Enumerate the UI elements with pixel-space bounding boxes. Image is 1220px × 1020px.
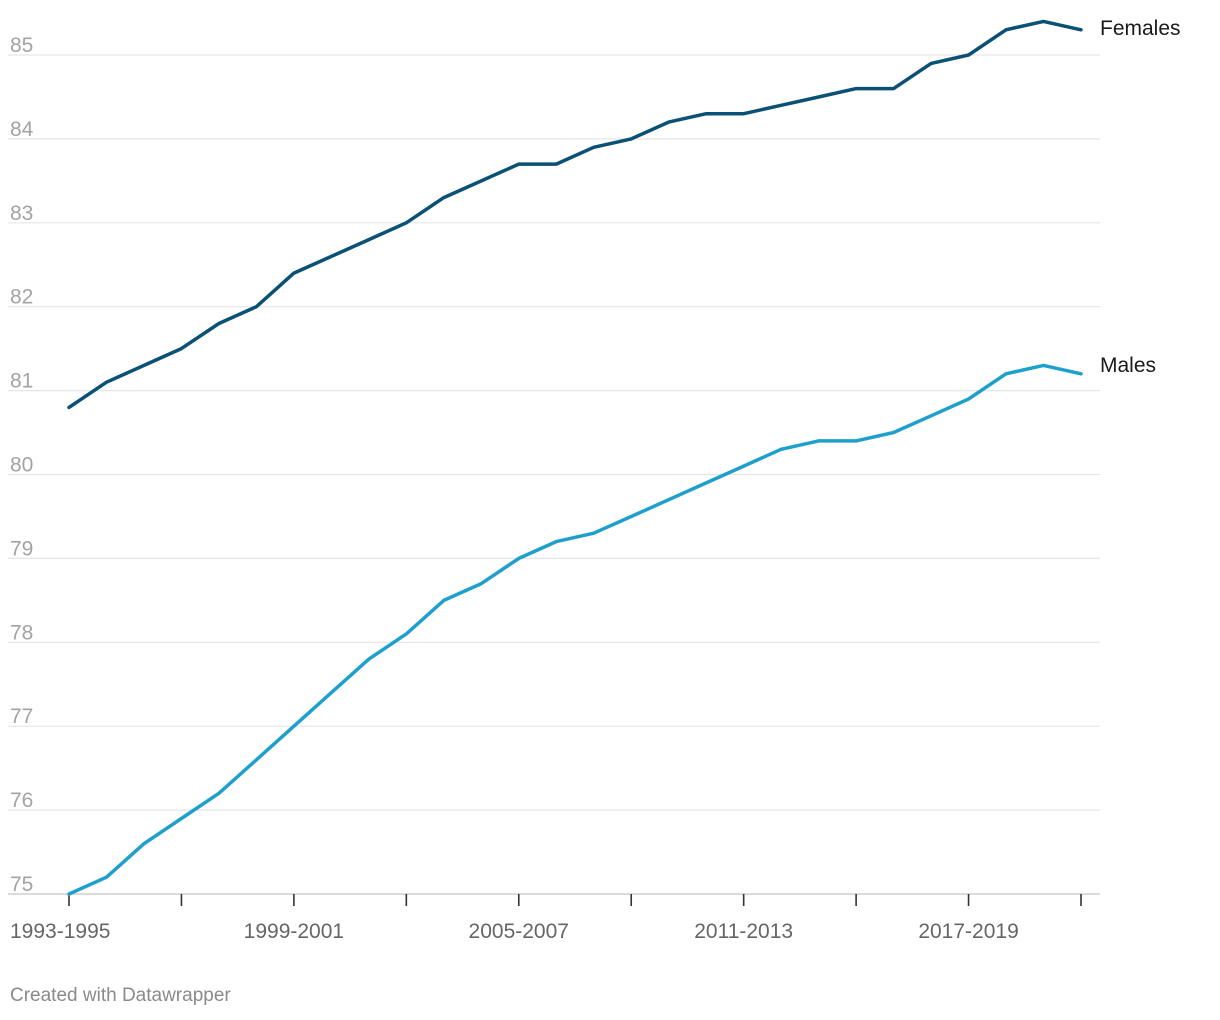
y-tick-label-84: 84 <box>10 118 34 141</box>
y-tick-label-82: 82 <box>10 286 33 309</box>
x-tick-label-1999-2001: 1999-2001 <box>244 920 344 943</box>
y-tick-label-81: 81 <box>10 370 33 393</box>
y-tick-label-85: 85 <box>10 34 33 57</box>
credit-text: Created with Datawrapper <box>10 985 231 1006</box>
series-label-females: Females <box>1100 17 1181 40</box>
grid-lines <box>8 54 1100 895</box>
series-line-females <box>67 19 1083 410</box>
series-lines <box>67 19 1083 896</box>
x-axis: 1993-1995 1999-2001 2005-2007 2011-2013 2017… <box>10 894 1082 943</box>
y-tick-label-80: 80 <box>10 454 33 477</box>
x-tick-label-2017-2019: 2017-2019 <box>918 920 1018 943</box>
y-tick-label-75: 75 <box>10 873 33 896</box>
y-tick-label-78: 78 <box>10 621 33 644</box>
y-tick-label-77: 77 <box>10 705 33 728</box>
x-tick-label-2011-2013: 2011-2013 <box>694 920 793 943</box>
series-line-males <box>67 363 1083 896</box>
y-tick-label-79: 79 <box>10 537 33 560</box>
series-label-males: Males <box>1100 354 1156 377</box>
x-tick-label-2005-2007: 2005-2007 <box>469 920 569 943</box>
x-tick-label-1993-1995: 1993-1995 <box>10 920 110 943</box>
series-labels: Females Males <box>1100 17 1181 377</box>
y-tick-label-83: 83 <box>10 202 33 225</box>
y-tick-label-76: 76 <box>10 789 33 812</box>
y-axis: 75 76 77 78 79 80 81 82 83 84 85 <box>10 34 34 896</box>
line-chart: 75 76 77 78 79 80 81 82 83 84 85 1993-1995 1999-200… <box>8 17 1181 943</box>
